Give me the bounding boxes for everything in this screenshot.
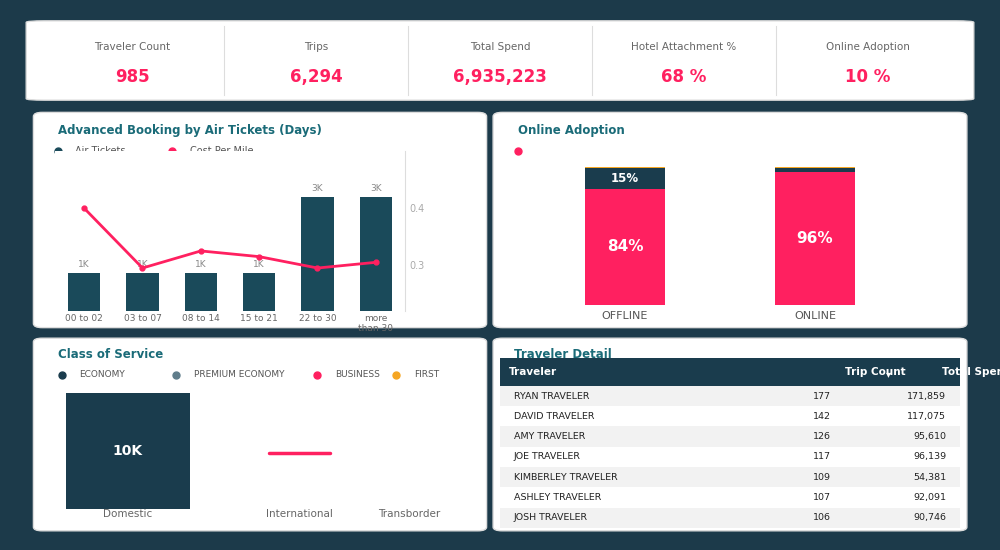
Bar [500, 426, 960, 447]
Text: RYAN TRAVELER: RYAN TRAVELER [514, 392, 589, 400]
Text: 6,294: 6,294 [290, 68, 342, 86]
Text: 54,381: 54,381 [913, 473, 946, 482]
Text: 177: 177 [813, 392, 831, 400]
Text: Traveler Detail: Traveler Detail [514, 348, 612, 361]
Text: 109: 109 [813, 473, 831, 482]
Bar [500, 386, 960, 406]
Text: 3K: 3K [370, 184, 382, 193]
Text: 1K: 1K [195, 260, 207, 269]
Text: Transborder: Transborder [378, 509, 441, 519]
Text: 106: 106 [813, 513, 831, 522]
Text: JOE TRAVELER: JOE TRAVELER [514, 453, 581, 461]
FancyBboxPatch shape [33, 338, 487, 531]
Text: Domestic: Domestic [537, 146, 583, 156]
Text: Total Spend: Total Spend [942, 367, 1000, 377]
Text: DAVID TRAVELER: DAVID TRAVELER [514, 412, 594, 421]
Text: AMY TRAVELER: AMY TRAVELER [514, 432, 585, 441]
Text: 1K: 1K [78, 260, 90, 269]
Text: 96,139: 96,139 [913, 453, 946, 461]
Bar [585, 167, 665, 168]
Text: Cost Per Mile: Cost Per Mile [190, 146, 253, 156]
Text: Online Adoption: Online Adoption [826, 42, 910, 52]
Text: 1K: 1K [253, 260, 265, 269]
Bar [585, 168, 665, 189]
Bar [243, 273, 275, 311]
Text: 3K: 3K [312, 184, 323, 193]
Bar [301, 197, 334, 311]
Text: Transborder: Transborder [840, 146, 898, 156]
Text: 68 %: 68 % [661, 68, 707, 86]
Bar [360, 197, 392, 311]
FancyBboxPatch shape [500, 358, 960, 386]
Text: KIMBERLEY TRAVELER: KIMBERLEY TRAVELER [514, 473, 618, 482]
Bar [500, 467, 960, 487]
Text: 15%: 15% [611, 172, 639, 185]
Bar [500, 487, 960, 508]
Text: Air Tickets: Air Tickets [75, 146, 126, 156]
Text: 107: 107 [813, 493, 831, 502]
Bar [775, 168, 855, 172]
Text: JOSH TRAVELER: JOSH TRAVELER [514, 513, 588, 522]
Text: Trip Count: Trip Count [845, 367, 906, 377]
Text: 117,075: 117,075 [907, 412, 946, 421]
Text: PREMIUM ECONOMY: PREMIUM ECONOMY [194, 370, 285, 379]
Bar [775, 167, 855, 168]
Text: 96%: 96% [797, 231, 833, 246]
Text: 92,091: 92,091 [913, 493, 946, 502]
Text: Trips: Trips [304, 42, 328, 52]
Bar [500, 508, 960, 528]
Text: 985: 985 [115, 68, 149, 86]
Text: ▾: ▾ [886, 368, 891, 379]
Bar [500, 447, 960, 467]
FancyBboxPatch shape [33, 112, 487, 328]
Text: Class of Service: Class of Service [58, 348, 163, 361]
Bar [68, 273, 100, 311]
Bar [126, 273, 159, 311]
Text: 10K: 10K [113, 444, 143, 458]
Text: Online Adoption: Online Adoption [518, 124, 625, 136]
Text: ECONOMY: ECONOMY [80, 370, 125, 379]
Bar [585, 189, 665, 305]
Text: 84%: 84% [607, 239, 643, 255]
Text: BUSINESS: BUSINESS [335, 370, 380, 379]
Text: ASHLEY TRAVELER: ASHLEY TRAVELER [514, 493, 601, 502]
Text: Domestic: Domestic [103, 509, 153, 519]
Text: International: International [679, 146, 742, 156]
Text: 171,859: 171,859 [907, 392, 946, 400]
FancyBboxPatch shape [493, 338, 967, 531]
Text: Total Spend: Total Spend [470, 42, 530, 52]
Text: Traveler Count: Traveler Count [94, 42, 170, 52]
Text: 10 %: 10 % [845, 68, 891, 86]
Text: 6,935,223: 6,935,223 [453, 68, 547, 86]
FancyBboxPatch shape [493, 112, 967, 328]
FancyBboxPatch shape [66, 393, 190, 509]
Bar [775, 172, 855, 305]
Bar [185, 273, 217, 311]
Text: Hotel Attachment %: Hotel Attachment % [631, 42, 737, 52]
Text: International: International [266, 509, 333, 519]
FancyBboxPatch shape [26, 21, 974, 100]
Text: Traveler: Traveler [509, 367, 557, 377]
Text: 117: 117 [813, 453, 831, 461]
Text: FIRST: FIRST [414, 370, 439, 379]
Bar [500, 406, 960, 426]
Text: 126: 126 [813, 432, 831, 441]
Text: 95,610: 95,610 [913, 432, 946, 441]
Text: 1K: 1K [137, 260, 148, 269]
Text: 90,746: 90,746 [913, 513, 946, 522]
Text: 142: 142 [813, 412, 831, 421]
Text: Advanced Booking by Air Tickets (Days): Advanced Booking by Air Tickets (Days) [58, 124, 321, 136]
